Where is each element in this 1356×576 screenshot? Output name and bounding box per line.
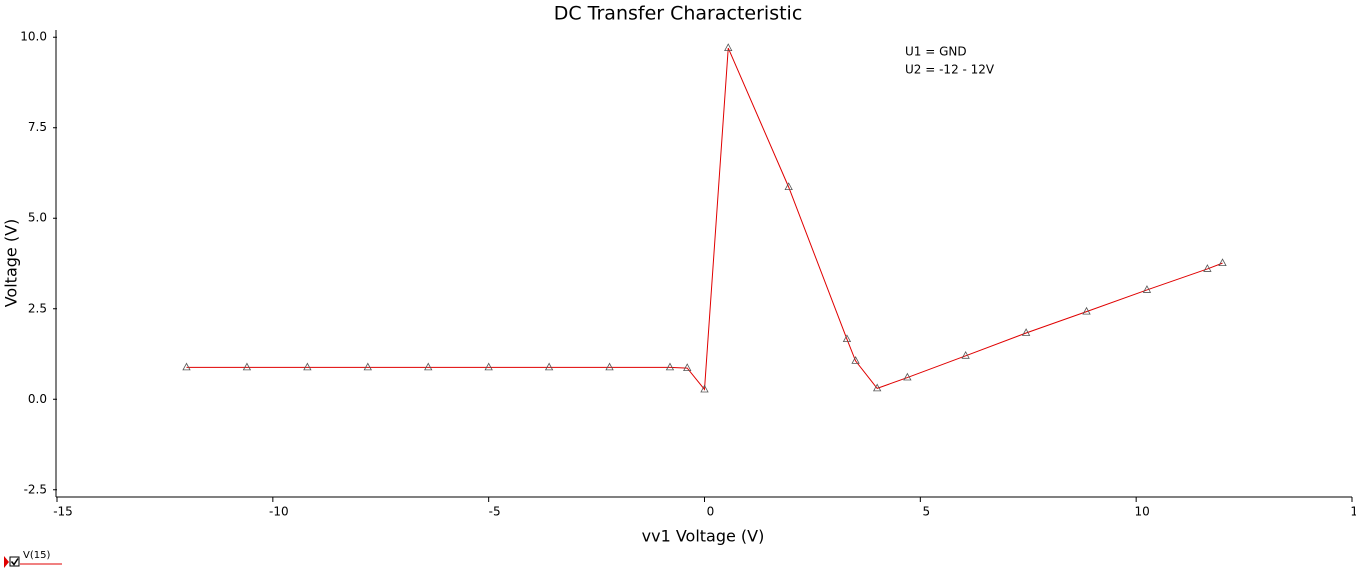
point-marker bbox=[484, 362, 493, 371]
point-marker bbox=[242, 362, 252, 371]
x-axis-label: vv1 Voltage (V) bbox=[642, 527, 765, 546]
x-tick-label: -10 bbox=[269, 505, 289, 519]
point-marker bbox=[1218, 258, 1227, 267]
point-marker bbox=[665, 362, 675, 371]
point-marker bbox=[700, 384, 709, 393]
check-mark bbox=[10, 558, 19, 566]
y-axis-label: Voltage (V) bbox=[2, 219, 21, 308]
point-marker bbox=[1082, 306, 1091, 315]
point-marker bbox=[303, 362, 312, 371]
point-marker bbox=[605, 362, 614, 371]
point-marker bbox=[724, 43, 733, 52]
x-tick-label: 15 bbox=[1350, 505, 1356, 519]
x-tick-label: -5 bbox=[489, 505, 501, 519]
annotation: U1 = GND bbox=[905, 45, 967, 59]
point-marker bbox=[683, 363, 692, 372]
y-tick-label: 2.5 bbox=[28, 301, 47, 315]
x-tick-label: 5 bbox=[923, 505, 931, 519]
x-tick-label: 0 bbox=[707, 505, 715, 519]
annotation: U2 = -12 - 12V bbox=[905, 63, 995, 77]
point-marker bbox=[182, 362, 191, 371]
legend-label: V(15) bbox=[23, 550, 50, 561]
point-marker bbox=[851, 356, 860, 364]
x-tick-label: 10 bbox=[1135, 505, 1150, 519]
point-marker bbox=[363, 362, 372, 371]
point-marker bbox=[1203, 264, 1212, 272]
point-marker bbox=[544, 362, 554, 371]
point-marker bbox=[1142, 285, 1152, 293]
y-tick-label: 7.5 bbox=[28, 120, 47, 134]
y-tick-label: 0.0 bbox=[28, 392, 47, 406]
point-marker bbox=[872, 383, 882, 392]
point-marker bbox=[961, 350, 970, 359]
point-marker bbox=[1021, 328, 1031, 336]
legend-checkbox[interactable] bbox=[9, 556, 20, 567]
point-marker bbox=[784, 182, 793, 191]
series-line bbox=[186, 47, 1223, 391]
chart-title: DC Transfer Characteristic bbox=[554, 3, 803, 25]
legend-arrow bbox=[4, 556, 9, 568]
point-marker bbox=[903, 372, 912, 381]
y-tick-label: 10.0 bbox=[20, 30, 47, 44]
x-tick-label: -15 bbox=[53, 505, 73, 519]
y-tick-label: -2.5 bbox=[24, 482, 47, 496]
y-tick-label: 5.0 bbox=[28, 211, 47, 225]
point-marker bbox=[424, 362, 433, 371]
point-marker bbox=[842, 334, 852, 343]
